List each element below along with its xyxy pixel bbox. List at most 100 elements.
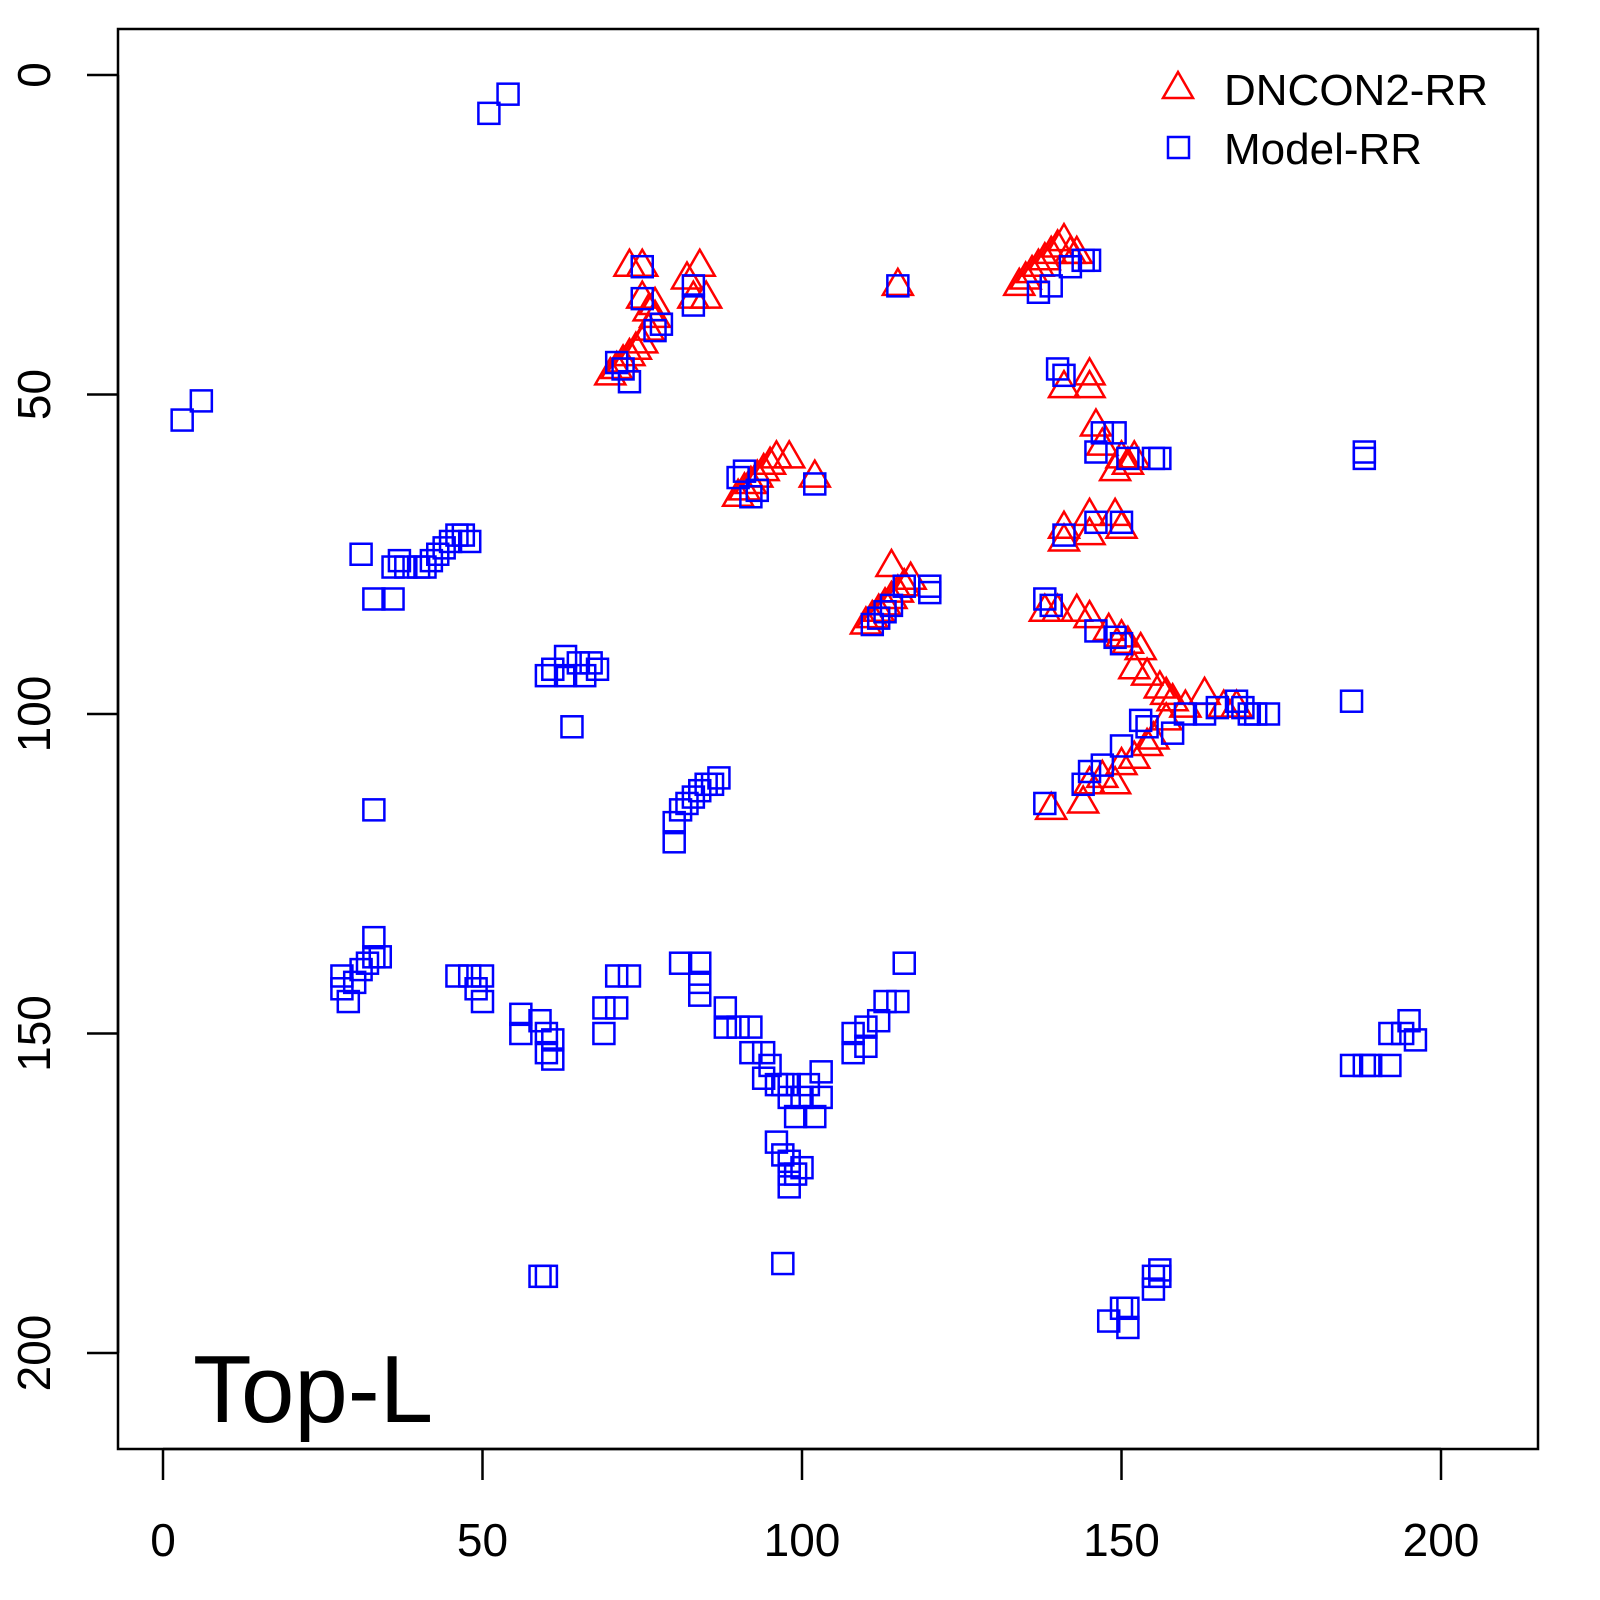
- model-rr-point: [470, 964, 495, 988]
- x-tick-label: 150: [1083, 1514, 1160, 1566]
- dncon2-rr-point: [1187, 675, 1222, 706]
- model-rr-point: [342, 970, 367, 995]
- model-rr-point: [1192, 702, 1217, 726]
- dncon2-rr-point: [880, 266, 916, 297]
- dncon2-rr-point: [1155, 681, 1190, 712]
- model-rr-point: [330, 964, 354, 988]
- model-rr-point: [457, 529, 482, 554]
- model-rr-point: [528, 1008, 552, 1033]
- model-rr-point: [1141, 446, 1166, 471]
- model-rr-point: [1403, 1028, 1428, 1052]
- model-rr-point: [560, 715, 584, 739]
- model-rr-point: [745, 478, 770, 503]
- model-rr-point: [604, 350, 629, 375]
- dncon2-rr-point: [618, 330, 654, 361]
- dncon2-rr-point: [1059, 592, 1094, 623]
- model-rr-point: [1045, 357, 1070, 381]
- model-rr-point: [438, 529, 463, 554]
- model-rr-point: [451, 523, 476, 547]
- model-rr-point: [1084, 510, 1108, 535]
- plot-frame: [116, 27, 1540, 1451]
- dncon2-rr-point: [1046, 368, 1082, 399]
- model-rr-point: [1116, 1296, 1140, 1321]
- model-rr-point: [528, 1264, 552, 1289]
- model-rr-point: [1109, 1296, 1134, 1321]
- model-rr-point: [1084, 619, 1108, 643]
- y-tick-label: 200: [8, 1315, 60, 1392]
- model-rr-point: [445, 523, 469, 547]
- model-rr-point: [1109, 510, 1134, 535]
- model-rr-point: [1071, 772, 1095, 797]
- model-rr-point: [892, 951, 916, 975]
- model-rr-point: [688, 970, 712, 995]
- model-rr-point: [426, 542, 450, 566]
- model-rr-point: [764, 1130, 789, 1154]
- dncon2-rr-point: [887, 566, 922, 597]
- model-rr-point: [630, 254, 654, 279]
- model-rr-point: [553, 644, 578, 669]
- model-rr-point: [362, 798, 386, 822]
- model-rr-point: [726, 465, 750, 490]
- model-rr-point: [1352, 446, 1377, 471]
- dncon2-rr-point: [1046, 521, 1082, 552]
- model-rr-point: [419, 548, 444, 573]
- model-rr-point: [394, 555, 418, 579]
- model-rr-point: [1390, 1021, 1415, 1046]
- model-rr-point: [860, 612, 885, 637]
- model-rr-point: [841, 1040, 865, 1065]
- y-tick-label: 0: [8, 62, 60, 88]
- model-rr-point: [866, 1008, 891, 1033]
- model-rr-point: [1052, 363, 1076, 388]
- model-rr-point: [873, 600, 897, 624]
- model-rr-point: [1052, 523, 1076, 547]
- model-rr-point: [707, 766, 731, 790]
- dncon2-rr-point: [1097, 764, 1133, 795]
- model-rr-point: [330, 977, 354, 1001]
- legend-label-dncon2: DNCON2-RR: [1224, 66, 1488, 115]
- model-rr-point: [611, 357, 635, 381]
- model-rr-point: [1135, 715, 1159, 739]
- model-rr-point: [534, 1264, 559, 1289]
- model-rr-point: [777, 1162, 801, 1186]
- model-rr-point: [413, 555, 437, 579]
- model-rr-point: [1090, 421, 1115, 445]
- model-rr-point: [1058, 254, 1083, 279]
- model-rr-point: [688, 951, 712, 975]
- model-rr-point: [751, 1040, 776, 1065]
- model-rr-point: [170, 408, 194, 432]
- model-rr-point: [387, 548, 412, 573]
- dncon2-rr-point: [625, 247, 660, 277]
- model-rr-point: [592, 996, 616, 1020]
- model-rr-point: [1128, 708, 1153, 733]
- model-rr-point: [630, 286, 654, 311]
- model-rr-point: [1116, 1315, 1140, 1340]
- model-rr-point: [1256, 702, 1281, 726]
- dncon2-rr-point: [1034, 790, 1069, 821]
- model-rr-point: [668, 951, 693, 975]
- model-rr-point: [918, 580, 942, 605]
- dncon2-rr-point: [1040, 228, 1075, 258]
- model-rr-point: [790, 1155, 814, 1180]
- x-tick-label: 100: [764, 1514, 841, 1566]
- y-tick-label: 100: [8, 676, 60, 753]
- model-rr-point: [1205, 695, 1230, 720]
- model-rr-point: [790, 1085, 814, 1110]
- model-rr-point: [1039, 593, 1063, 618]
- model-rr-point: [1141, 1277, 1166, 1301]
- model-rr-point: [1378, 1021, 1402, 1046]
- model-rr-point: [892, 574, 916, 598]
- model-rr-point: [617, 369, 642, 394]
- x-tick-label: 200: [1403, 1514, 1480, 1566]
- model-rr-point: [1352, 1053, 1377, 1078]
- model-rr-point: [1378, 1053, 1402, 1078]
- model-rr-point: [189, 389, 214, 413]
- dncon2-rr-point: [1104, 509, 1139, 539]
- model-rr-point: [541, 657, 565, 682]
- model-rr-point: [509, 1002, 533, 1027]
- dncon2-rr-point: [1072, 515, 1107, 546]
- model-rr-point: [1071, 248, 1095, 273]
- model-rr-point: [1026, 280, 1051, 305]
- model-rr-point: [771, 1143, 795, 1167]
- dncon2-rr-point: [625, 279, 660, 309]
